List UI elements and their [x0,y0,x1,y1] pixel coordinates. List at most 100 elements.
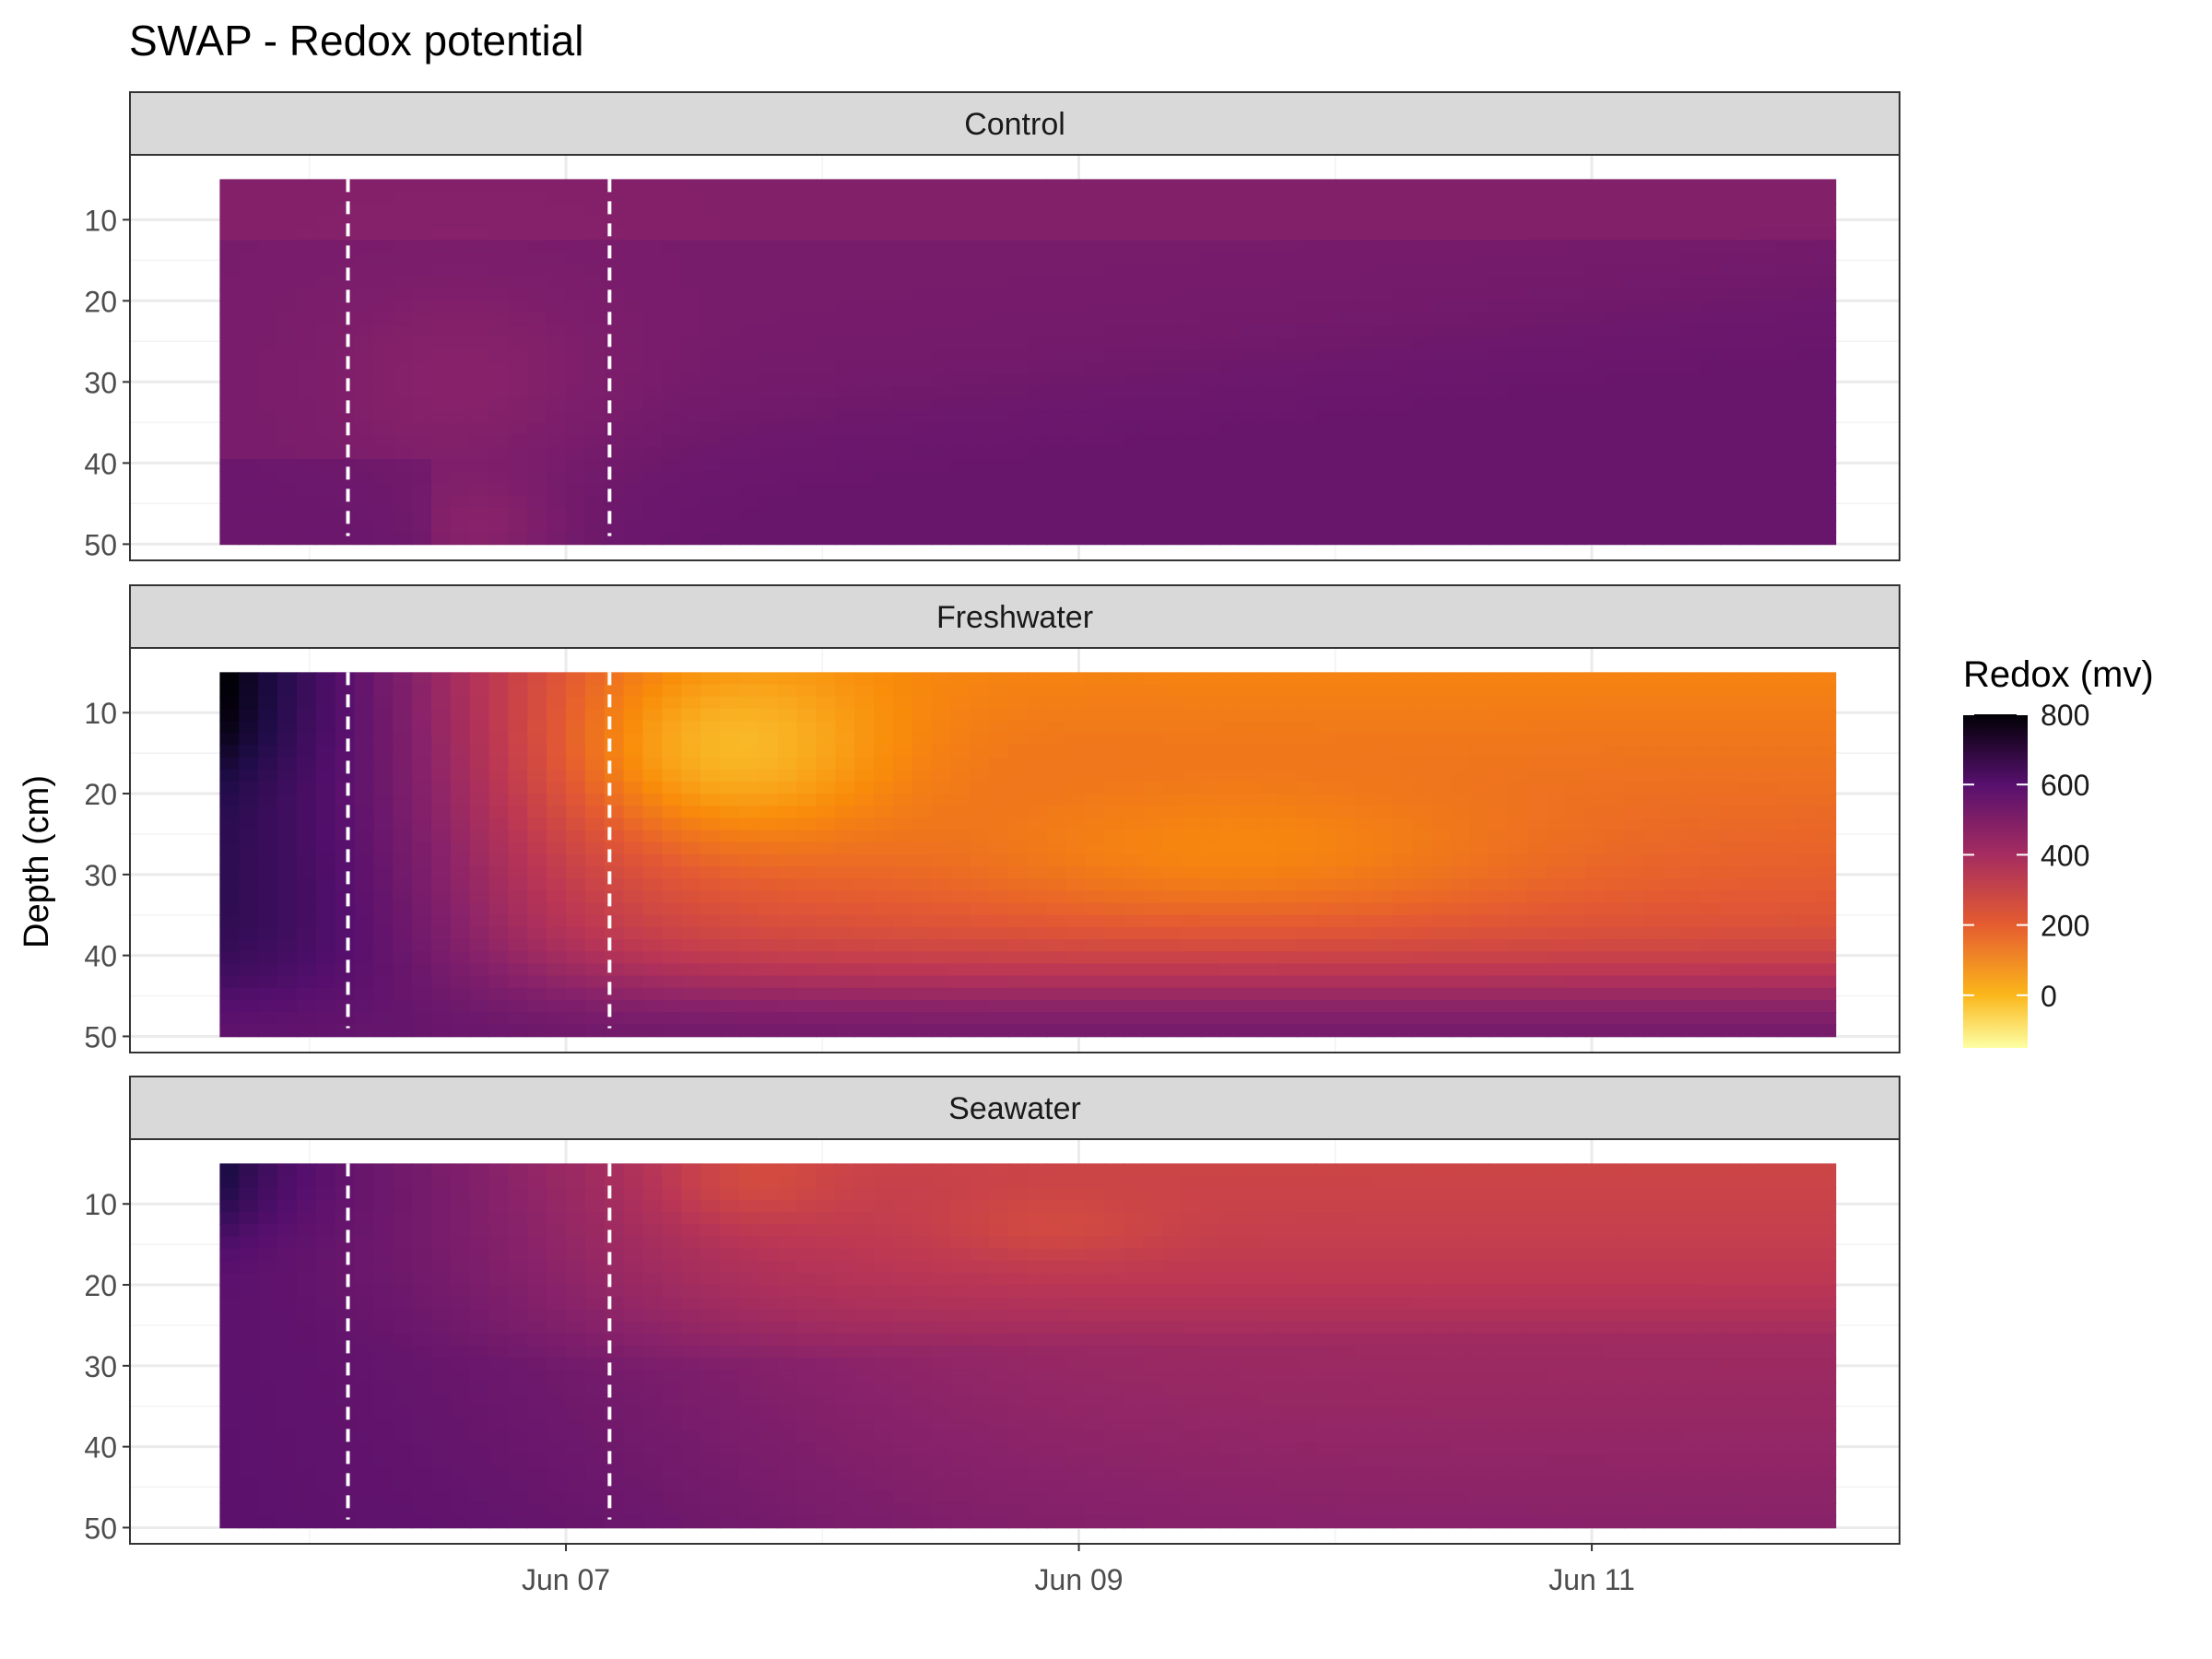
heatmap-cell [1219,361,1241,375]
heatmap-cell [508,853,529,867]
heatmap-cell [584,708,606,722]
heatmap-cell [758,385,779,399]
heatmap-cell [642,1012,664,1026]
heatmap-cell [1412,288,1432,302]
heatmap-cell [931,1012,952,1026]
heatmap-cell [1720,434,1740,448]
heatmap-cell [450,721,471,734]
heatmap-cell [892,179,913,193]
heatmap-cell [1335,1012,1356,1026]
heatmap-cell [450,191,471,205]
heatmap-cell [1104,288,1125,302]
heatmap-cell [354,1012,375,1026]
heatmap-cell [835,745,855,759]
heatmap-cell [1566,951,1586,965]
heatmap-cell [430,841,452,855]
heatmap-cell [450,385,471,399]
heatmap-cell [1469,866,1490,880]
heatmap-cell [950,987,971,1001]
heatmap-cell [1065,373,1087,387]
heatmap-cell [315,1012,336,1026]
heatmap-cell [1104,179,1125,193]
heatmap-cell [1508,288,1529,302]
heatmap-cell [335,288,356,302]
heatmap-cell [1431,914,1452,928]
heatmap-cell [1605,300,1625,314]
heatmap-cell [219,999,241,1013]
heatmap-cell [623,446,644,460]
heatmap-cell [854,696,875,710]
heatmap-cell [912,191,933,205]
heatmap-cell [1777,434,1798,448]
heatmap-cell [1739,926,1759,940]
heatmap-cell [1046,684,1067,698]
heatmap-cell [1393,696,1414,710]
heatmap-cell [700,495,721,509]
heatmap-cell [1354,1012,1375,1026]
heatmap-cell [1777,216,1798,229]
heatmap-cell [393,684,413,698]
heatmap-cell [1662,471,1683,485]
heatmap-cell [623,939,644,953]
heatmap-cell [1181,769,1202,782]
heatmap-cell [354,179,375,193]
heatmap-cell [931,769,952,782]
heatmap-cell [1162,890,1182,904]
heatmap-cell [1258,745,1279,759]
heatmap-cell [681,696,701,710]
heatmap-cell [1085,520,1106,533]
heatmap-cell [1297,483,1317,497]
heatmap-cell [1104,373,1125,387]
heatmap-cell [623,385,644,399]
heatmap-cell [1181,672,1202,686]
heatmap-cell [777,1012,798,1026]
heatmap-cell [642,216,664,229]
heatmap-cell [1008,191,1029,205]
heatmap-cell [835,422,855,436]
heatmap-cell [296,890,317,904]
heatmap-cell [1085,853,1106,867]
heatmap-cell [1585,890,1606,904]
heatmap-cell [1527,902,1548,916]
heatmap-cell [1104,203,1125,217]
heatmap-cell [1008,769,1029,782]
heatmap-cell [1239,745,1260,759]
heatmap-cell [604,830,625,843]
heatmap-cell [1258,914,1279,928]
heatmap-cell [1623,963,1644,977]
heatmap-cell [1700,179,1722,193]
heatmap-cell [989,507,1009,521]
heatmap-cell [584,987,606,1001]
heatmap-cell [989,324,1009,338]
heatmap-cell [1720,866,1740,880]
heatmap-cell [1431,324,1452,338]
heatmap-cell [1758,312,1779,326]
heatmap-cell [892,939,913,953]
heatmap-cell [1104,769,1125,782]
heatmap-cell [373,806,394,819]
heatmap-cell [796,866,818,880]
heatmap-cell [469,1024,490,1038]
heatmap-cell [1623,483,1644,497]
heatmap-cell [738,398,759,411]
heatmap-cell [1124,179,1144,193]
heatmap-cell [912,507,933,521]
heatmap-cell [1181,987,1202,1001]
heatmap-cell [950,733,971,747]
heatmap-cell [950,422,971,436]
heatmap-cell [796,696,818,710]
heatmap-cell [758,191,779,205]
heatmap-cell [1451,459,1471,472]
heatmap-cell [1681,963,1702,977]
heatmap-cell [662,312,683,326]
heatmap-cell [1547,446,1568,460]
heatmap-cell [1065,672,1087,686]
heatmap-cell [335,926,356,940]
heatmap-cell [1200,841,1221,855]
heatmap-cell [1585,939,1606,953]
heatmap-cell [1239,939,1260,953]
heatmap-cell [296,975,317,989]
heatmap-cell [1566,191,1586,205]
heatmap-cell [373,410,394,424]
heatmap-cell [584,495,606,509]
